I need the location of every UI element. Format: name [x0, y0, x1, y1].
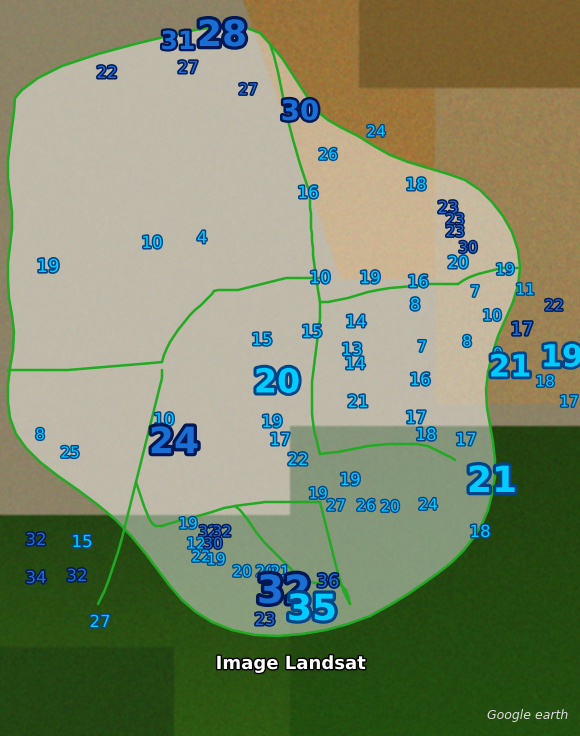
Text: 17: 17 [405, 409, 426, 427]
Text: 19: 19 [178, 517, 198, 531]
Text: 25: 25 [60, 445, 79, 461]
Text: 17: 17 [270, 431, 291, 449]
Text: 19: 19 [309, 486, 328, 501]
Text: 18: 18 [405, 176, 426, 194]
Text: Image Landsat: Image Landsat [216, 655, 364, 673]
Text: 30: 30 [281, 98, 320, 126]
Text: 16: 16 [298, 184, 318, 202]
Text: 7: 7 [417, 339, 427, 355]
Text: 27: 27 [89, 613, 111, 631]
Text: 18: 18 [469, 523, 491, 541]
Text: 8: 8 [409, 296, 420, 314]
Text: 22: 22 [545, 299, 564, 314]
Text: 15: 15 [252, 331, 273, 349]
Text: 9: 9 [493, 347, 503, 361]
Text: 17: 17 [455, 431, 477, 449]
Text: 24: 24 [418, 498, 438, 512]
Text: 19: 19 [541, 344, 580, 372]
Text: 22: 22 [191, 550, 211, 565]
Text: 21: 21 [489, 353, 531, 383]
Text: 18: 18 [415, 426, 437, 444]
Text: 36: 36 [317, 573, 339, 591]
Text: 14: 14 [346, 313, 367, 331]
Text: 10: 10 [483, 308, 502, 324]
Text: 20: 20 [447, 254, 469, 272]
Text: 26: 26 [318, 147, 338, 163]
Text: 24: 24 [367, 124, 386, 140]
Text: 22: 22 [287, 451, 309, 469]
Text: 15: 15 [71, 533, 93, 551]
Text: 10: 10 [142, 234, 162, 252]
Text: 17: 17 [559, 394, 579, 409]
Text: 27: 27 [327, 498, 346, 514]
Text: 32: 32 [66, 567, 88, 585]
Text: 32: 32 [198, 525, 218, 539]
Text: 16: 16 [407, 273, 429, 291]
Text: 23: 23 [255, 611, 276, 629]
Text: 13: 13 [342, 341, 362, 359]
Text: 23: 23 [445, 213, 465, 227]
Text: 10: 10 [154, 411, 175, 429]
Text: 21: 21 [270, 565, 289, 579]
Text: 8: 8 [462, 334, 472, 350]
Text: 28: 28 [197, 19, 247, 53]
Text: 32: 32 [257, 573, 311, 611]
Text: 20: 20 [254, 367, 300, 400]
Text: 21: 21 [467, 465, 517, 499]
Text: 19: 19 [495, 263, 514, 277]
Text: 11: 11 [516, 283, 535, 297]
Text: 8: 8 [35, 428, 45, 442]
Text: 30: 30 [458, 241, 478, 255]
Polygon shape [8, 26, 520, 636]
Text: 32: 32 [212, 525, 231, 539]
Text: 10: 10 [310, 269, 331, 287]
Text: Google earth: Google earth [487, 710, 568, 723]
Text: 26: 26 [356, 498, 376, 514]
Text: 15: 15 [302, 323, 322, 341]
Text: 17: 17 [510, 321, 534, 339]
Text: 19: 19 [360, 269, 380, 287]
Text: 12: 12 [186, 537, 206, 551]
Text: 35: 35 [287, 593, 337, 627]
Text: 27: 27 [238, 82, 258, 97]
Text: 21: 21 [347, 393, 369, 411]
Text: 19: 19 [206, 553, 226, 567]
Text: 14: 14 [345, 355, 365, 373]
Text: 20: 20 [380, 500, 400, 514]
Text: 19: 19 [262, 413, 282, 431]
Text: 22: 22 [96, 64, 118, 82]
Text: 7: 7 [470, 285, 480, 300]
Text: 4: 4 [197, 229, 207, 247]
Text: 18: 18 [535, 375, 554, 389]
Text: 24: 24 [149, 426, 199, 460]
Text: 32: 32 [26, 531, 46, 549]
Text: 30: 30 [204, 537, 223, 551]
Text: 34: 34 [26, 569, 46, 587]
Text: 16: 16 [409, 371, 430, 389]
Text: 27: 27 [177, 59, 198, 77]
Text: 20: 20 [255, 565, 274, 579]
Text: 20: 20 [233, 565, 252, 579]
Text: 31: 31 [161, 30, 195, 54]
Text: 19: 19 [339, 471, 361, 489]
Text: 19: 19 [37, 258, 59, 276]
Text: 23: 23 [445, 224, 465, 239]
Text: 23: 23 [437, 199, 459, 217]
